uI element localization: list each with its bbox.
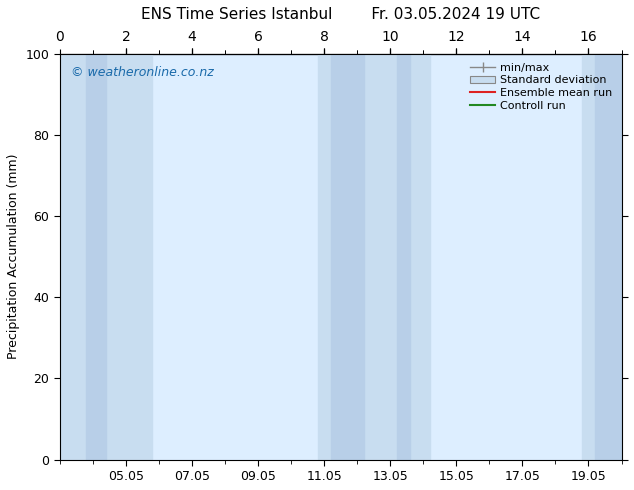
Title: ENS Time Series Istanbul        Fr. 03.05.2024 19 UTC: ENS Time Series Istanbul Fr. 03.05.2024 … xyxy=(141,7,540,22)
Bar xyxy=(60,54,152,460)
Y-axis label: Precipitation Accumulation (mm): Precipitation Accumulation (mm) xyxy=(7,154,20,360)
Text: © weatheronline.co.nz: © weatheronline.co.nz xyxy=(71,66,214,79)
Bar xyxy=(331,54,364,460)
Bar xyxy=(595,54,621,460)
Legend: min/max, Standard deviation, Ensemble mean run, Controll run: min/max, Standard deviation, Ensemble me… xyxy=(467,59,616,114)
Bar xyxy=(86,54,106,460)
Bar xyxy=(318,54,430,460)
Bar xyxy=(582,54,621,460)
Bar xyxy=(397,54,410,460)
